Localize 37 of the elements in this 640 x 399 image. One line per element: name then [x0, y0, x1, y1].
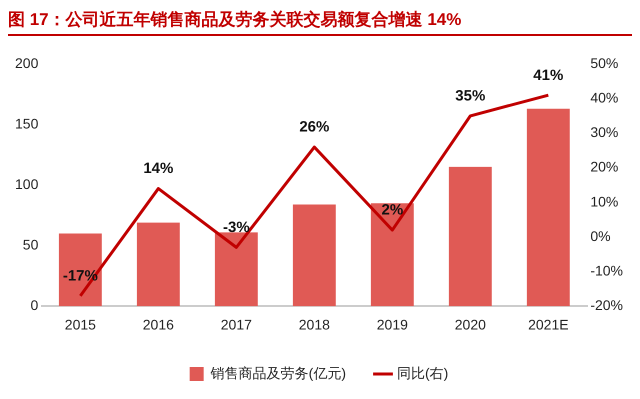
y2-tick-label: 0% [590, 228, 611, 244]
data-label: -3% [223, 219, 250, 236]
y2-tick-label: -10% [590, 262, 624, 278]
y2-tick-label: 40% [590, 89, 618, 106]
y2-tick-label: 50% [590, 54, 618, 71]
bar [448, 166, 492, 306]
y-tick-label: 150 [15, 115, 39, 132]
x-tick-label: 2019 [376, 316, 408, 332]
data-label: 41% [533, 66, 564, 84]
y-tick-label: 200 [15, 54, 39, 71]
y-tick-label: 50 [22, 236, 39, 253]
data-label: 14% [143, 160, 174, 178]
data-label: 26% [299, 118, 330, 136]
x-tick-label: 2015 [64, 316, 96, 332]
x-tick-label: 2020 [454, 316, 486, 332]
bar [526, 108, 570, 306]
legend-label: 同比(右) [397, 364, 448, 381]
x-tick-label: 2016 [142, 316, 174, 332]
data-label: 2% [381, 202, 404, 219]
y2-tick-label: 10% [590, 193, 618, 210]
x-tick-label: 2018 [298, 316, 330, 332]
x-tick-label: 2021E [528, 316, 569, 332]
data-label: -17% [62, 267, 98, 284]
bar [58, 234, 102, 306]
bar [370, 203, 414, 306]
data-label: 35% [455, 88, 486, 105]
y2-tick-label: 30% [590, 124, 618, 140]
y-tick-label: 100 [15, 176, 39, 192]
legend-label: 销售商品及劳务(亿元) [210, 364, 346, 381]
chart-title: 图 17：公司近五年销售商品及劳务关联交易额复合增速 14% [8, 8, 632, 36]
y2-tick-label: -20% [590, 297, 624, 314]
y2-tick-label: 20% [590, 158, 618, 175]
bar [214, 232, 258, 306]
bar [292, 204, 336, 306]
x-tick-label: 2017 [220, 316, 252, 332]
y-tick-label: 0 [30, 297, 39, 314]
bar [136, 222, 180, 306]
